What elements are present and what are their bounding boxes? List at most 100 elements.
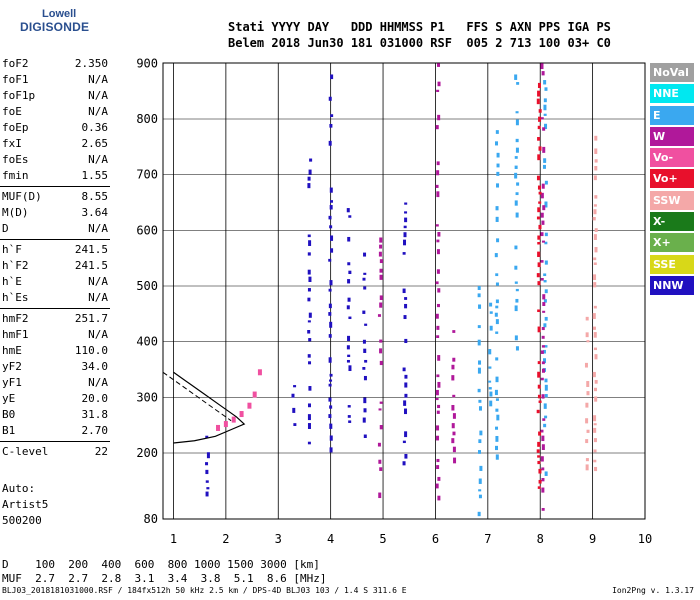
- echo-mark-w: [436, 303, 440, 308]
- echo-mark-vo: [537, 185, 541, 190]
- echo-mark-ssw: [594, 148, 598, 154]
- echo-mark-e: [477, 293, 481, 298]
- echo-mark-w: [542, 418, 546, 421]
- echo-mark-nnw: [362, 339, 366, 344]
- echo-mark-e: [495, 299, 499, 304]
- echo-mark-w: [451, 364, 455, 370]
- plot-frame: [162, 62, 646, 520]
- legend-item-x: X-: [650, 212, 694, 232]
- echo-mark-nnw: [307, 183, 311, 189]
- echo-mark-vo: [536, 449, 540, 453]
- echo-mark-nnw: [307, 297, 311, 302]
- echo-mark-nnw: [363, 434, 367, 439]
- legend-item-vo: Vo+: [650, 169, 694, 189]
- echo-mark-ssw: [594, 228, 598, 232]
- echo-mark-nnw: [346, 345, 350, 350]
- echo-mark-e: [544, 316, 548, 321]
- legend-item-w: W: [650, 126, 694, 146]
- echo-mark-ssw: [585, 439, 589, 444]
- echo-mark-e: [496, 171, 500, 176]
- echo-mark-e: [515, 192, 519, 196]
- param-name: h`F2: [2, 259, 29, 272]
- echo-mark-nnw: [307, 320, 311, 323]
- param-name: foF2: [2, 57, 29, 70]
- echo-mark-ssw: [594, 354, 598, 360]
- echo-mark-e: [496, 183, 500, 188]
- param-separator: [0, 441, 110, 442]
- param-value: 2.65: [81, 137, 109, 150]
- echo-mark-w: [436, 335, 440, 339]
- muf-distance-row: D 100 200 400 600 800 1000 1500 3000 [km…: [2, 558, 320, 571]
- echo-mark-e: [544, 123, 548, 130]
- echo-mark-ssw: [593, 449, 597, 453]
- echo-mark-vo: [538, 146, 542, 151]
- echo-mark-e: [495, 445, 499, 451]
- param-row-23: C-level 22: [0, 444, 112, 460]
- echo-mark-nnw: [307, 330, 311, 334]
- echo-mark-w: [541, 435, 545, 442]
- x-tick-label: 10: [638, 532, 652, 546]
- echo-mark-nnw: [362, 417, 366, 423]
- echo-mark-nnw: [363, 272, 367, 275]
- param-value: N/A: [88, 328, 108, 341]
- echo-mark-nnw: [307, 441, 311, 445]
- echo-mark-w: [437, 288, 441, 293]
- param-name: fxI: [2, 137, 22, 150]
- echo-mark-e: [494, 253, 498, 258]
- echo-mark-nnw: [347, 236, 351, 242]
- header-line-2: Belem 2018 Jun30 181 031000 RSF 005 2 71…: [228, 36, 611, 50]
- echo-mark-nnw: [308, 361, 312, 365]
- param-value: N/A: [88, 275, 108, 288]
- echo-mark-ssw: [593, 234, 597, 240]
- echo-mark-nnw: [402, 288, 406, 294]
- param-row-18: yF2 34.0: [0, 359, 112, 375]
- echo-mark-nnw: [403, 315, 407, 320]
- param-name: B1: [2, 424, 16, 437]
- echo-mark-w: [437, 114, 441, 121]
- param-value: N/A: [88, 105, 108, 118]
- echo-mark-vo: [538, 224, 542, 230]
- echo-mark-nnw: [404, 382, 408, 388]
- param-value: N/A: [88, 89, 108, 102]
- echo-mark-nnw: [328, 397, 332, 402]
- echo-mark-e: [478, 489, 482, 492]
- param-value: N/A: [88, 73, 108, 86]
- echo-mark-e: [543, 280, 547, 283]
- param-name: yE: [2, 392, 16, 405]
- echo-mark-ssw: [594, 159, 598, 163]
- echo-mark-e: [494, 312, 498, 317]
- legend-item-e: E: [650, 105, 694, 125]
- echo-mark-w: [436, 458, 440, 463]
- echo-mark-nnw: [403, 400, 407, 406]
- echo-mark-w: [540, 377, 544, 381]
- echo-mark-vo: [536, 409, 540, 414]
- echo-mark-nnw: [308, 312, 312, 318]
- param-row-7: fmin 1.55: [0, 168, 112, 184]
- logo-line-2: DIGISONDE: [20, 20, 90, 34]
- echo-mark-w: [377, 314, 381, 317]
- echo-mark-nnw: [329, 379, 333, 382]
- echo-mark-ssw: [594, 165, 598, 171]
- echo-mark-nnw: [329, 123, 333, 128]
- echo-mark-nnw: [348, 365, 352, 372]
- echo-mark-nnw: [330, 74, 334, 80]
- echo-mark-w: [541, 368, 545, 373]
- param-value: 20.0: [81, 392, 109, 405]
- echo-mark-nnw: [329, 280, 333, 286]
- y-tick-label: 200: [136, 446, 158, 460]
- echo-mark-vo: [536, 175, 540, 181]
- echo-mark-w: [378, 408, 382, 411]
- echo-mark-w: [542, 205, 546, 211]
- echo-mark-e: [514, 156, 518, 159]
- echo-mark-e: [544, 241, 548, 245]
- echo-mark-nnw: [346, 305, 350, 310]
- muf-value-row: MUF 2.7 2.7 2.8 3.1 3.4 3.8 5.1 8.6 [MHz…: [2, 572, 327, 585]
- echo-mark-w: [541, 361, 545, 365]
- param-row-6: foEs N/A: [0, 152, 112, 168]
- y-tick-label: 500: [136, 279, 158, 293]
- y-tick-label: 800: [136, 112, 158, 126]
- echo-mark-w: [435, 184, 439, 188]
- echo-mark-nnw: [347, 415, 351, 418]
- param-name: foEp: [2, 121, 29, 134]
- echo-mark-nnw: [328, 334, 332, 338]
